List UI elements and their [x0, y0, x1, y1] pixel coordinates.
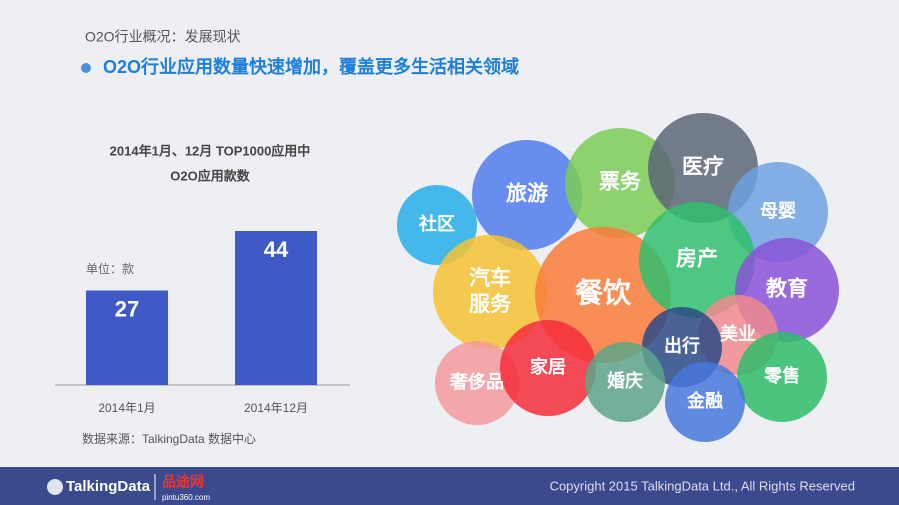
bubble [728, 162, 828, 262]
headline: O2O行业应用数量快速增加，覆盖更多生活相关领域 [103, 56, 519, 77]
bubble-label: 金融 [686, 390, 723, 411]
bubble [472, 140, 582, 250]
bubble-label: 家居 [530, 356, 566, 377]
bubble-label: 旅游 [506, 182, 548, 206]
bar [86, 290, 168, 385]
brand-logo [47, 479, 63, 495]
bubble [737, 332, 827, 422]
bubble [648, 113, 758, 223]
bubble-label: 零售 [763, 365, 800, 386]
brand: TalkingData [66, 478, 151, 495]
bubble-label: 出行 [664, 335, 700, 356]
bubble-label: 奢侈品 [449, 371, 504, 392]
bubble-label: 票务 [599, 170, 642, 194]
value-label: 27 [115, 296, 139, 321]
chart-title: 2014年1月、12月 TOP1000应用中 [110, 143, 311, 158]
bubble [435, 341, 519, 425]
breadcrumb: O2O行业概况：发展现状 [85, 29, 241, 45]
partner-url: pintu360.com [162, 493, 210, 502]
bubble-label: 房产 [676, 247, 718, 271]
bubble-label: 医疗 [682, 155, 724, 179]
bubble [500, 320, 596, 416]
bubble-label: 母婴 [760, 201, 796, 221]
bubble [397, 185, 477, 265]
bar [235, 231, 317, 385]
x-tick-label: 2014年12月 [244, 401, 308, 415]
bubble [565, 128, 675, 238]
value-label: 44 [264, 237, 289, 262]
bubble-label: 餐饮 [575, 277, 632, 308]
source: 数据来源：TalkingData 数据中心 [82, 431, 256, 446]
footer-bar [0, 467, 899, 505]
unit-note: 单位：款 [86, 261, 134, 276]
bubble-label: 社区 [419, 213, 455, 234]
bubble [433, 235, 547, 349]
x-tick-label: 2014年1月 [98, 401, 155, 415]
bubble-label: 教育 [766, 277, 808, 301]
partner: 品途网 [162, 474, 204, 490]
bullet [81, 63, 91, 73]
chart-title: O2O应用款数 [170, 168, 250, 183]
bubble [639, 202, 755, 318]
bubble [665, 362, 745, 442]
copyright: Copyright 2015 TalkingData Ltd., All Rig… [550, 478, 855, 493]
bubble [585, 342, 665, 422]
bubble-label: 婚庆 [607, 370, 643, 391]
bubble-label: 汽车服务 [469, 266, 512, 316]
bubble-label: 美业 [720, 323, 756, 344]
